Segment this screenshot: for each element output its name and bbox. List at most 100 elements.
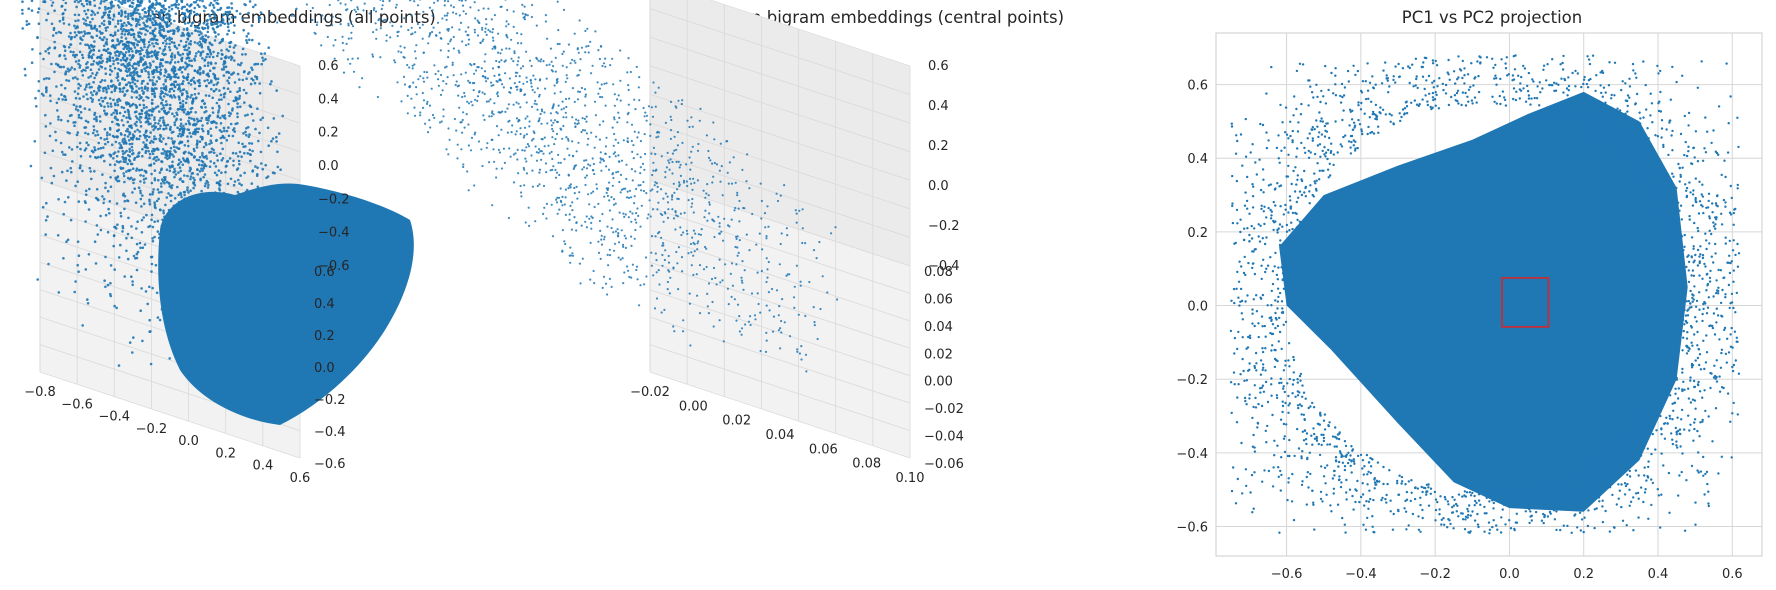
- point: [119, 90, 122, 93]
- point: [131, 280, 134, 283]
- point: [158, 191, 161, 194]
- point: [107, 284, 110, 287]
- point: [171, 58, 174, 61]
- point: [146, 139, 149, 142]
- point: [187, 22, 190, 25]
- point: [57, 118, 60, 121]
- point: [60, 142, 63, 145]
- point: [139, 75, 142, 78]
- point: [144, 143, 147, 146]
- point: [141, 82, 144, 85]
- point: [209, 165, 212, 168]
- point: [153, 34, 156, 37]
- point: [44, 114, 47, 117]
- point: [73, 104, 76, 107]
- point: [238, 160, 241, 163]
- point: [131, 81, 134, 84]
- point: [107, 52, 110, 55]
- point: [120, 9, 123, 12]
- point: [133, 42, 136, 45]
- point: [223, 137, 226, 140]
- point: [74, 54, 77, 57]
- point: [115, 141, 118, 144]
- point: [245, 77, 248, 80]
- point: [163, 176, 166, 179]
- point: [194, 128, 197, 131]
- point: [180, 135, 183, 138]
- point: [201, 169, 204, 172]
- point: [165, 127, 168, 130]
- point: [201, 26, 204, 29]
- point: [204, 185, 207, 188]
- point: [143, 43, 146, 46]
- point: [169, 30, 172, 33]
- point: [168, 46, 171, 49]
- point: [68, 132, 71, 135]
- point: [248, 133, 251, 136]
- point: [210, 134, 213, 137]
- point: [81, 39, 84, 42]
- point: [133, 187, 136, 190]
- point: [240, 184, 243, 187]
- point: [88, 188, 91, 191]
- point: [51, 23, 54, 26]
- point: [128, 54, 131, 57]
- point: [127, 258, 130, 261]
- point: [155, 0, 158, 1]
- point: [190, 83, 193, 86]
- point: [121, 13, 124, 16]
- point: [147, 121, 150, 124]
- point: [192, 187, 195, 190]
- point: [101, 32, 104, 35]
- point: [74, 20, 77, 23]
- point: [107, 208, 110, 211]
- point: [38, 80, 41, 83]
- point: [153, 92, 156, 95]
- point: [94, 25, 97, 28]
- point: [262, 59, 265, 62]
- point: [137, 155, 140, 158]
- point: [144, 33, 147, 36]
- point: [42, 206, 45, 209]
- point: [131, 191, 134, 194]
- point: [77, 93, 80, 96]
- point: [204, 6, 207, 9]
- point: [81, 3, 84, 6]
- point: [171, 69, 174, 72]
- point: [132, 0, 135, 1]
- point: [188, 47, 191, 50]
- point: [239, 105, 242, 108]
- point: [226, 48, 229, 51]
- point: [207, 119, 210, 122]
- point: [153, 220, 156, 223]
- point: [124, 10, 127, 13]
- point: [136, 167, 139, 170]
- point: [214, 31, 217, 34]
- point: [231, 16, 234, 19]
- point: [191, 65, 194, 68]
- point: [146, 303, 149, 306]
- point: [141, 69, 144, 72]
- point: [170, 22, 173, 25]
- point: [172, 131, 175, 134]
- point: [131, 56, 134, 59]
- point: [207, 48, 210, 51]
- point: [64, 9, 67, 12]
- point: [216, 0, 219, 1]
- point: [77, 131, 80, 134]
- point: [237, 179, 240, 182]
- point: [159, 171, 162, 174]
- point: [185, 123, 188, 126]
- point: [197, 80, 200, 83]
- point: [193, 58, 196, 61]
- point: [199, 140, 202, 143]
- point: [225, 165, 228, 168]
- point: [93, 90, 96, 93]
- point: [141, 17, 144, 20]
- point: [245, 134, 248, 137]
- point: [155, 138, 158, 141]
- point: [126, 89, 129, 92]
- point: [142, 175, 145, 178]
- point: [120, 19, 123, 22]
